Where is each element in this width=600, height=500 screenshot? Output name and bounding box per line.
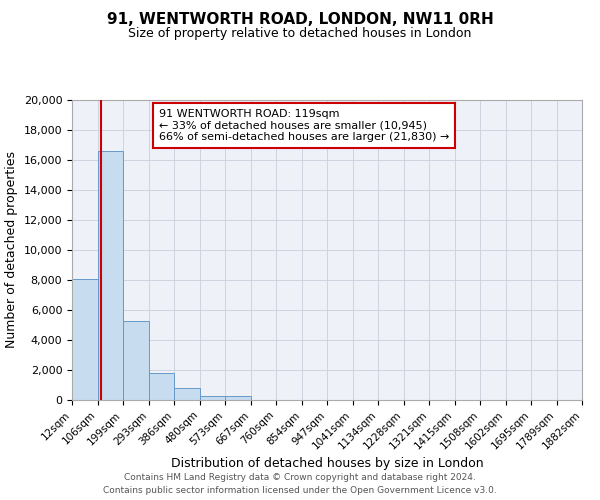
Y-axis label: Number of detached properties: Number of detached properties <box>5 152 18 348</box>
Bar <box>123 320 149 400</box>
Text: Contains public sector information licensed under the Open Government Licence v3: Contains public sector information licen… <box>103 486 497 495</box>
Bar <box>72 278 98 400</box>
Bar <box>149 373 174 400</box>
X-axis label: Distribution of detached houses by size in London: Distribution of detached houses by size … <box>170 457 484 470</box>
Bar <box>98 151 123 400</box>
Text: 91, WENTWORTH ROAD, LONDON, NW11 0RH: 91, WENTWORTH ROAD, LONDON, NW11 0RH <box>107 12 493 28</box>
Text: Contains HM Land Registry data © Crown copyright and database right 2024.: Contains HM Land Registry data © Crown c… <box>124 472 476 482</box>
Bar <box>200 396 225 400</box>
Bar <box>174 388 200 400</box>
Text: Size of property relative to detached houses in London: Size of property relative to detached ho… <box>128 28 472 40</box>
Bar <box>225 396 251 400</box>
Text: 91 WENTWORTH ROAD: 119sqm
← 33% of detached houses are smaller (10,945)
66% of s: 91 WENTWORTH ROAD: 119sqm ← 33% of detac… <box>158 109 449 142</box>
